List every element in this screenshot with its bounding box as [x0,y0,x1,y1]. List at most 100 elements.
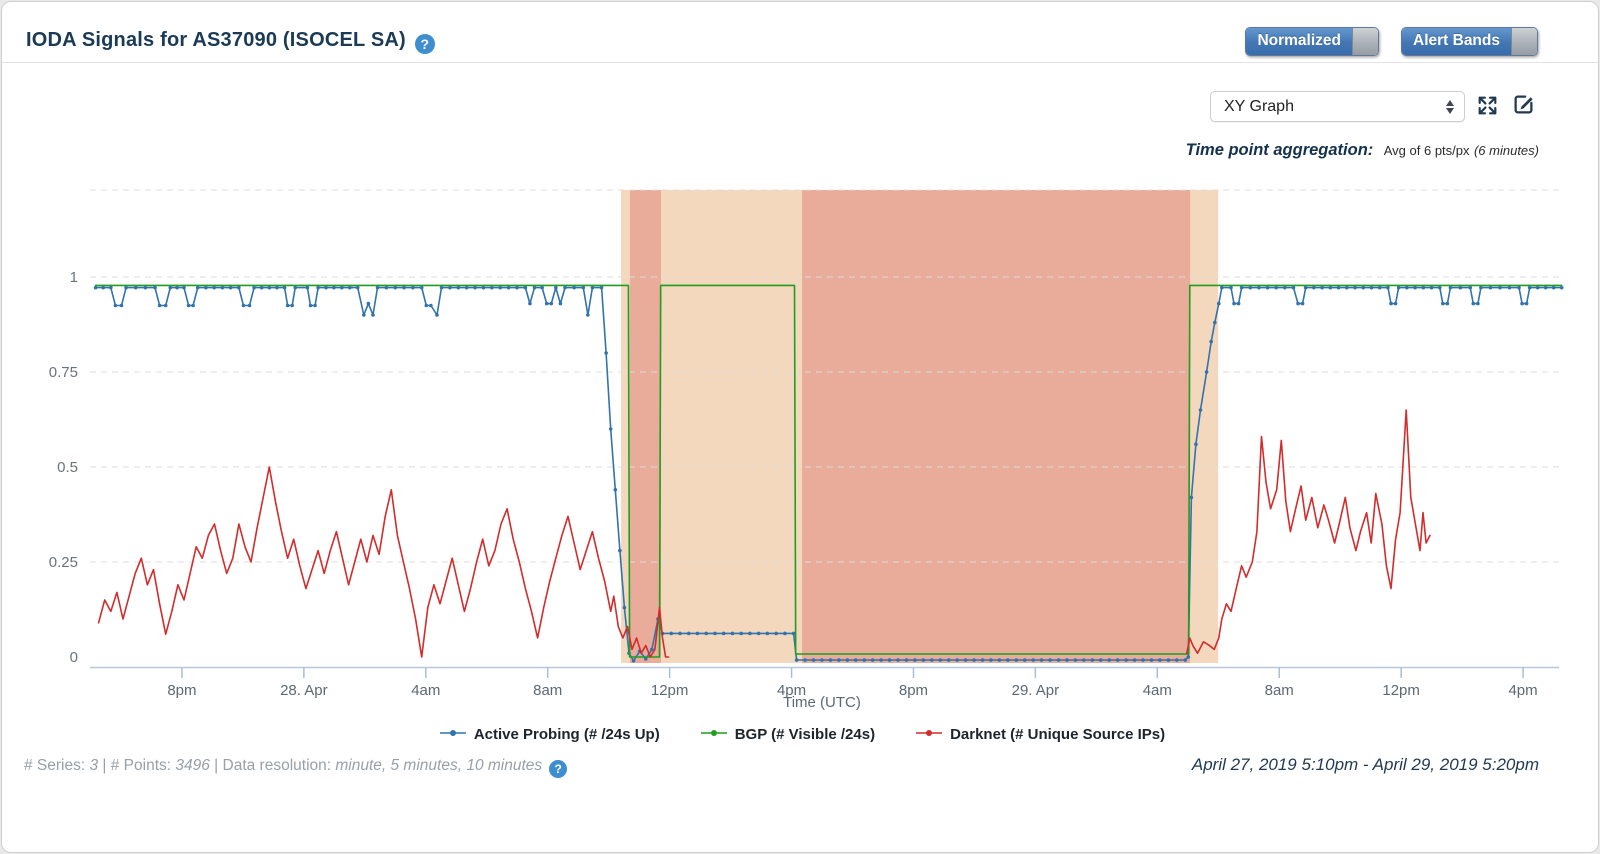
expand-button[interactable] [1475,93,1500,123]
series-point [1082,658,1086,662]
series-point [1458,285,1463,290]
series-point [1527,285,1532,290]
series-point [195,285,200,290]
series-point [143,285,148,290]
series-point [1166,658,1171,662]
series-point [1186,655,1191,659]
x-tick-label: 4am [411,682,440,699]
series-point [259,285,264,290]
series-point [1098,658,1103,662]
bgp-marker-icon [700,725,728,743]
series-point [604,351,608,355]
series-point [938,658,943,662]
series-point [1517,285,1521,290]
series-point [972,658,976,662]
aggregation-value: Avg of 6 pts/px [1383,143,1470,158]
series-point [765,631,770,636]
series-point [1386,285,1390,290]
series-point [439,285,444,290]
aggregation-note: Time point aggregation: Avg of 6 pts/px … [1186,141,1539,160]
darknet-marker-icon [915,725,943,743]
series-point [435,313,439,317]
series-point [1345,285,1349,290]
series-point [1421,285,1426,290]
series-point [794,658,799,662]
series-point [887,658,892,662]
legend-item-darknet[interactable]: Darknet (# Unique Source IPs) [915,725,1165,743]
points-value: 3496 [175,757,210,774]
series-point [456,285,461,290]
series-point [896,658,900,662]
chart-legend: Active Probing (# /24s Up) BGP (# Visibl… [2,725,1598,743]
series-point [419,285,424,290]
series-point [1524,301,1529,306]
series-point [1498,285,1502,290]
alert-bands-toggle[interactable]: Alert Bands [1401,27,1538,56]
series-point [393,285,398,290]
series-point [1204,370,1209,374]
y-tick-label: 0.5 [57,459,78,476]
series-point [1445,301,1450,306]
alert-bands-toggle-knob[interactable] [1511,28,1537,55]
x-tick-label: 4pm [777,682,806,699]
normalized-toggle-knob[interactable] [1352,28,1378,55]
alert-band-critical [802,190,1191,663]
series-point [870,658,875,662]
series-point [285,303,290,308]
series-point [1039,658,1044,662]
series-point [473,285,477,290]
series-point [532,285,537,290]
series-point [811,658,816,662]
series-point [590,285,595,290]
series-point [721,631,726,636]
resolution-value: minute, 5 minutes, 10 minutes [335,757,543,774]
series-point [1389,301,1393,306]
legend-item-active-probing[interactable]: Active Probing (# /24s Up) [439,725,660,743]
resolution-help-icon[interactable]: ? [549,760,568,778]
series-point [1300,301,1305,306]
series-point [1468,285,1473,290]
series-line [94,284,1563,658]
x-tick-label: 8am [533,682,562,699]
series-point [124,285,128,290]
title-help-icon[interactable]: ? [414,34,435,54]
series-point [1353,285,1357,290]
series-point [101,285,106,290]
series-point [1320,285,1324,290]
series-point [930,658,934,662]
edit-button[interactable] [1510,91,1537,123]
series-point [608,427,613,431]
series-point [308,303,313,308]
series-point [515,285,519,290]
series-point [1551,285,1556,290]
series-point [366,301,371,306]
series-point [879,658,883,662]
aggregation-paren: (6 minutes) [1473,143,1539,158]
series-point [1236,301,1241,306]
series-point [997,658,1002,662]
legend-item-bgp[interactable]: BGP (# Visible /24s) [700,725,875,743]
series-point [1441,301,1445,306]
alert-band-critical [629,190,662,663]
series-point [175,285,179,290]
series-point [1476,301,1480,306]
series-point [946,658,951,662]
y-tick-label: 0.75 [49,364,78,381]
series-point [1336,285,1341,290]
series-point [1220,285,1224,290]
series-point [669,631,674,636]
graph-type-select[interactable]: XY Graph [1210,91,1465,122]
x-tick-label: 29. Apr [1012,682,1060,699]
series-point [1471,301,1476,306]
series-point [204,285,208,290]
normalized-toggle[interactable]: Normalized [1245,27,1379,56]
series-point [820,658,824,662]
series-point [1396,285,1401,290]
series-point [153,285,157,290]
series-point [424,303,429,308]
series-point [1274,285,1278,290]
series-point [613,488,618,492]
